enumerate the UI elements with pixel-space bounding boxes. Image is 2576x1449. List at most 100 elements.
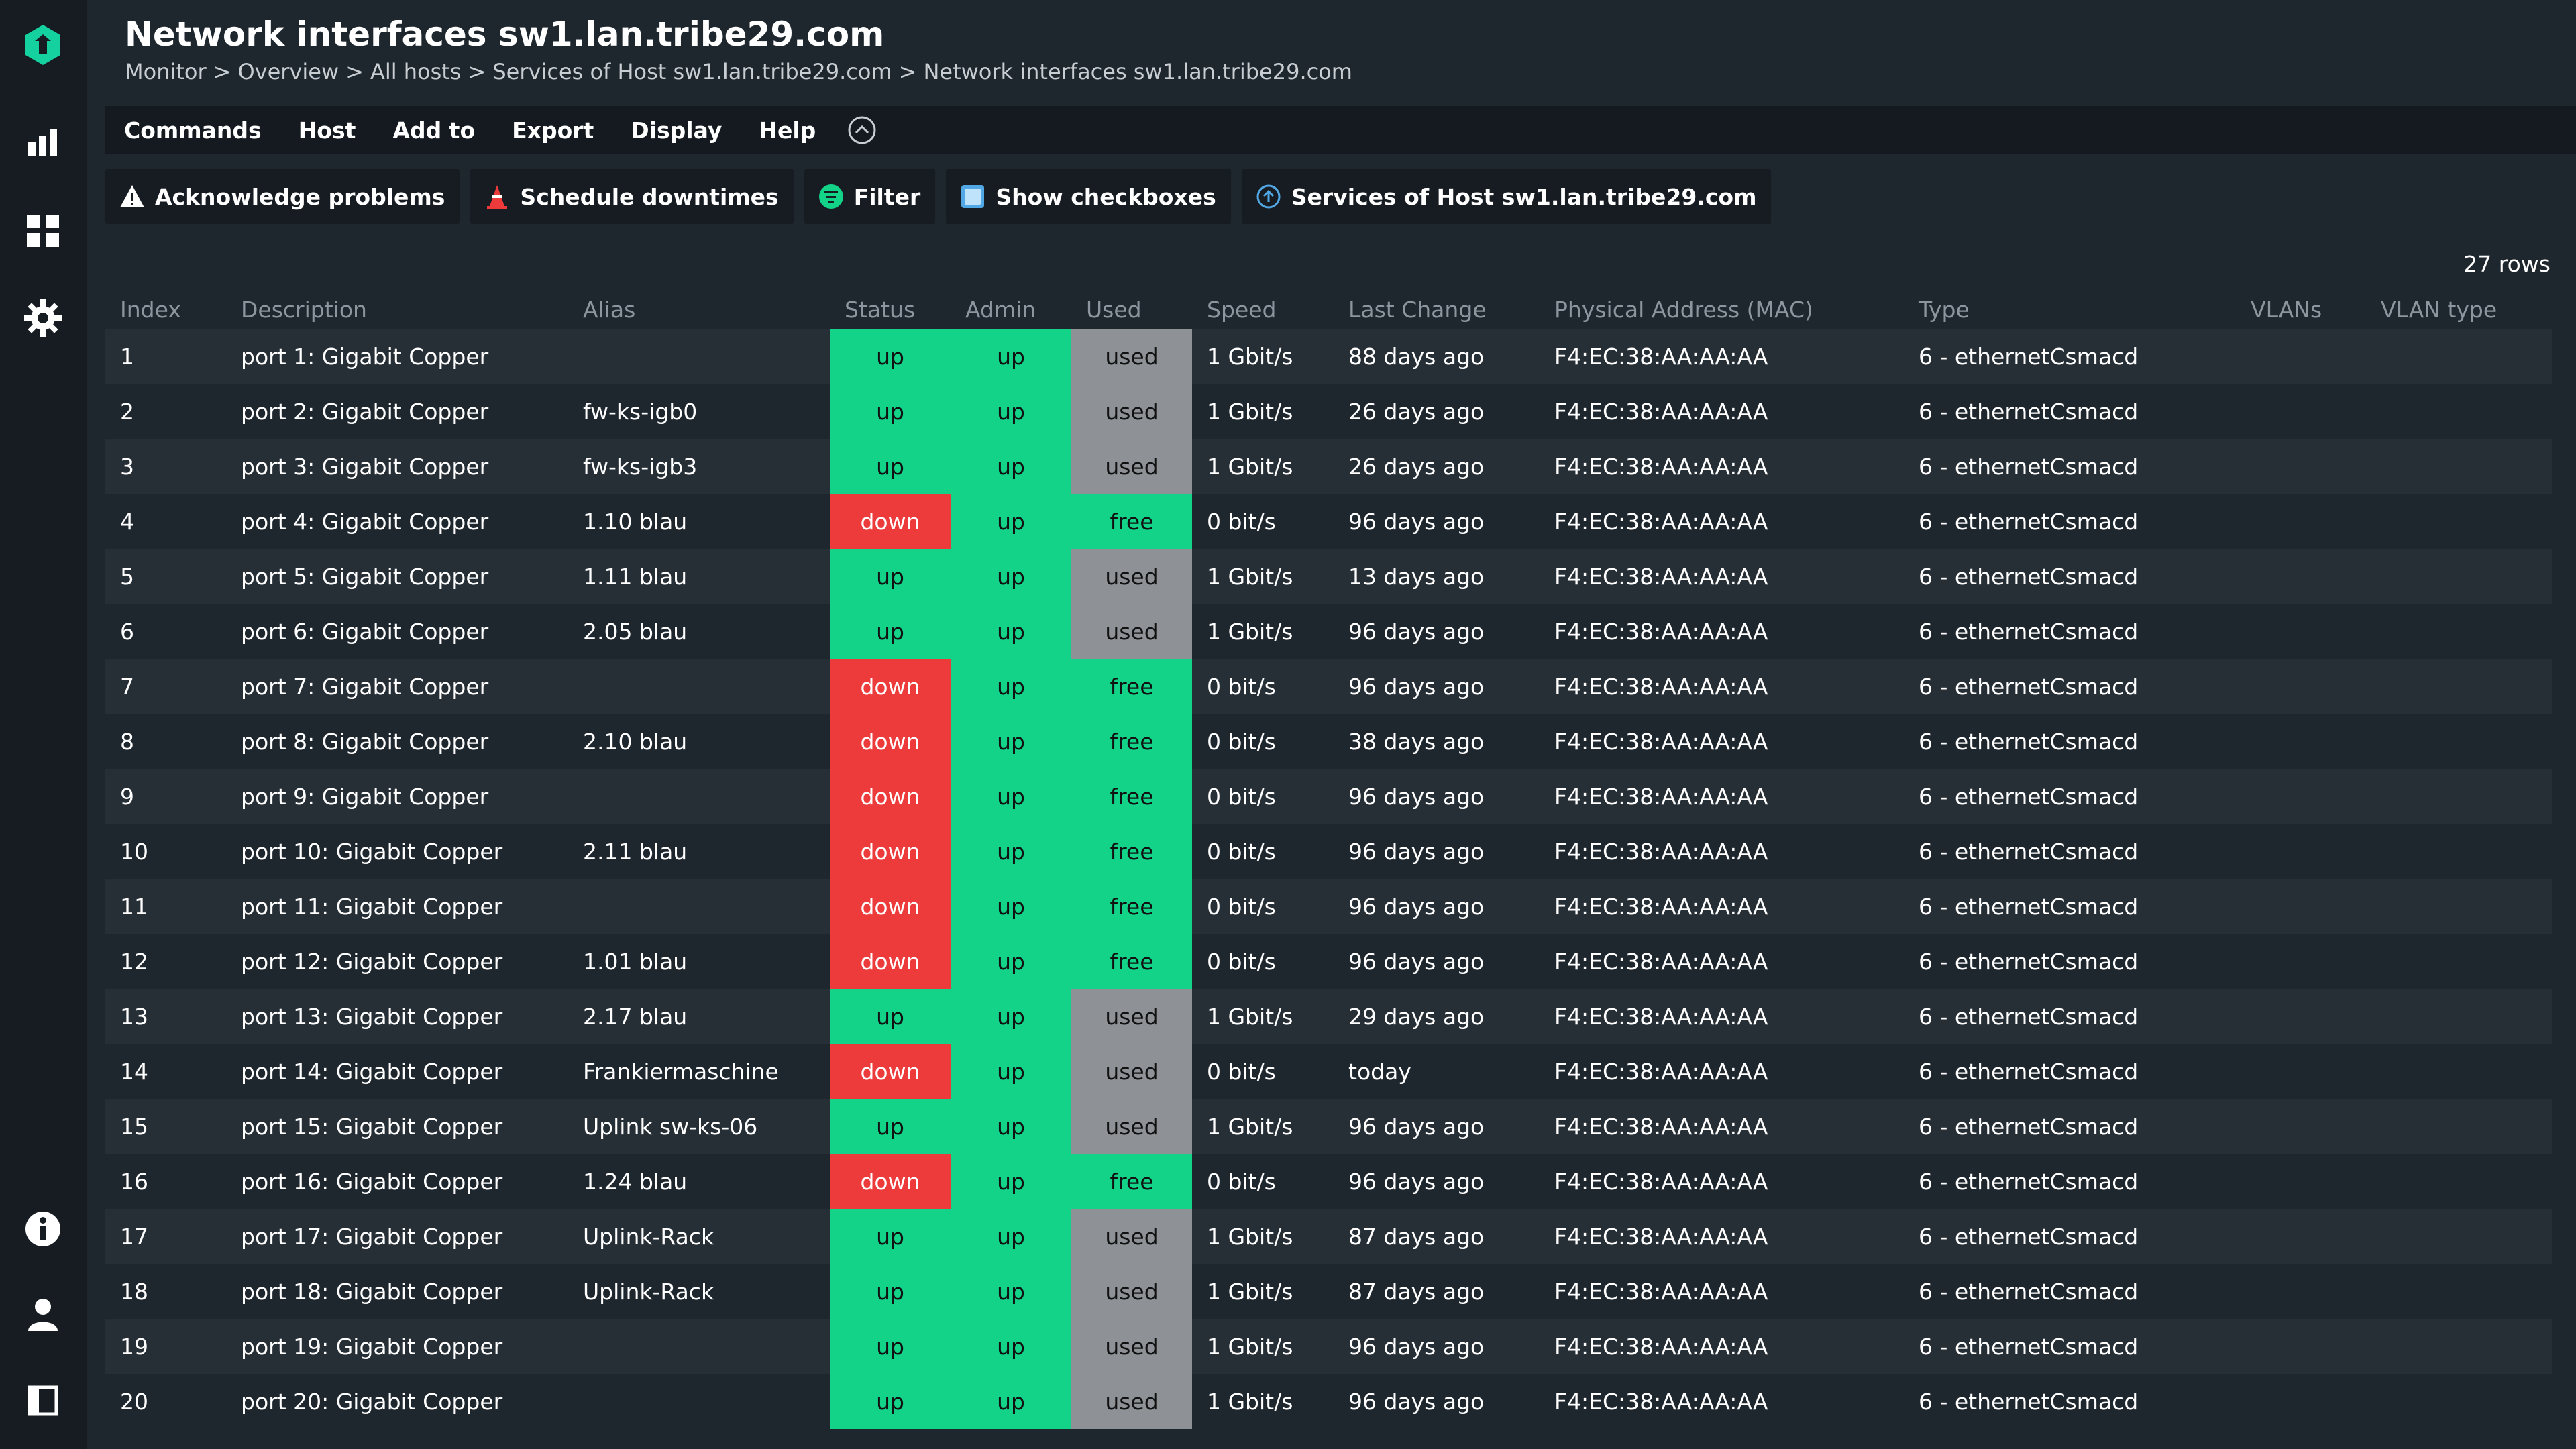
menu-add-to[interactable]: Add to: [392, 117, 476, 144]
cell-admin: up: [951, 1209, 1071, 1264]
cell-used: used: [1071, 439, 1192, 494]
cell-vlans: [2236, 439, 2366, 494]
cell-type: 6 - ethernetCsmacd: [1904, 549, 2236, 604]
cell-vlans: [2236, 329, 2366, 384]
breadcrumb-network-interfaces[interactable]: Network interfaces sw1.lan.tribe29.com: [923, 59, 1352, 85]
cell-last-change: 96 days ago: [1334, 769, 1540, 824]
dashboard-grid-icon[interactable]: [21, 209, 64, 252]
schedule-downtimes-button[interactable]: Schedule downtimes: [470, 169, 794, 224]
cell-vlan-type: [2366, 1209, 2552, 1264]
services-of-host-button[interactable]: Services of Host sw1.lan.tribe29.com: [1241, 169, 1772, 224]
cell-type: 6 - ethernetCsmacd: [1904, 384, 2236, 439]
setup-gear-icon[interactable]: [21, 297, 64, 339]
col-vlans[interactable]: VLANs: [2251, 296, 2322, 323]
cell-alias: fw-ks-igb0: [568, 384, 830, 439]
cell-last-change: 87 days ago: [1334, 1209, 1540, 1264]
help-info-icon[interactable]: [21, 1208, 64, 1250]
cell-index: 9: [105, 769, 226, 824]
table-row: 16 port 16: Gigabit Copper 1.24 blau down up…: [105, 1154, 2552, 1209]
cell-description: port 18: Gigabit Copper: [226, 1264, 568, 1319]
cell-speed: 0 bit/s: [1192, 769, 1334, 824]
col-status[interactable]: Status: [845, 296, 916, 323]
col-description[interactable]: Description: [241, 296, 367, 323]
cell-vlan-type: [2366, 1044, 2552, 1099]
monitor-icon[interactable]: [21, 121, 64, 164]
cell-speed: 0 bit/s: [1192, 659, 1334, 714]
cell-description: port 5: Gigabit Copper: [226, 549, 568, 604]
cell-speed: 1 Gbit/s: [1192, 989, 1334, 1044]
cell-type: 6 - ethernetCsmacd: [1904, 1154, 2236, 1209]
col-vlan-type[interactable]: VLAN type: [2381, 296, 2498, 323]
cell-description: port 10: Gigabit Copper: [226, 824, 568, 879]
col-mac[interactable]: Physical Address (MAC): [1554, 296, 1813, 323]
cell-description: port 7: Gigabit Copper: [226, 659, 568, 714]
cell-admin: up: [951, 824, 1071, 879]
cell-status: down: [830, 714, 951, 769]
cell-status: up: [830, 604, 951, 659]
show-checkboxes-button[interactable]: Show checkboxes: [946, 169, 1231, 224]
cell-vlans: [2236, 494, 2366, 549]
cell-index: 18: [105, 1264, 226, 1319]
menu-bar: Commands Host Add to Export Display Help: [105, 106, 2576, 154]
cell-mac: F4:EC:38:AA:AA:AA: [1540, 824, 1904, 879]
acknowledge-problems-button[interactable]: Acknowledge problems: [105, 169, 460, 224]
menu-host[interactable]: Host: [298, 117, 356, 144]
traffic-cone-icon: [484, 183, 511, 210]
cell-alias: 2.10 blau: [568, 714, 830, 769]
cell-vlan-type: [2366, 1374, 2552, 1429]
menu-display[interactable]: Display: [631, 117, 722, 144]
breadcrumb-monitor[interactable]: Monitor: [125, 59, 207, 85]
col-alias[interactable]: Alias: [583, 296, 636, 323]
cell-vlans: [2236, 384, 2366, 439]
cell-last-change: 38 days ago: [1334, 714, 1540, 769]
menu-help[interactable]: Help: [759, 117, 816, 144]
cell-admin: up: [951, 879, 1071, 934]
cell-mac: F4:EC:38:AA:AA:AA: [1540, 1264, 1904, 1319]
cell-speed: 1 Gbit/s: [1192, 549, 1334, 604]
user-icon[interactable]: [21, 1293, 64, 1336]
menu-export[interactable]: Export: [512, 117, 594, 144]
cell-speed: 1 Gbit/s: [1192, 439, 1334, 494]
cell-vlan-type: [2366, 329, 2552, 384]
row-count: 27 rows: [2463, 251, 2551, 277]
cell-index: 13: [105, 989, 226, 1044]
cell-vlans: [2236, 824, 2366, 879]
cell-alias: [568, 1319, 830, 1374]
cell-vlans: [2236, 989, 2366, 1044]
cell-type: 6 - ethernetCsmacd: [1904, 879, 2236, 934]
cell-type: 6 - ethernetCsmacd: [1904, 769, 2236, 824]
sidebar-toggle-icon[interactable]: [21, 1379, 64, 1422]
breadcrumb-all-hosts[interactable]: All hosts: [370, 59, 462, 85]
cell-status: down: [830, 1044, 951, 1099]
cell-vlans: [2236, 934, 2366, 989]
cell-used: free: [1071, 879, 1192, 934]
menu-commands[interactable]: Commands: [124, 117, 262, 144]
cell-description: port 20: Gigabit Copper: [226, 1374, 568, 1429]
col-speed[interactable]: Speed: [1207, 296, 1277, 323]
col-index[interactable]: Index: [120, 296, 181, 323]
cell-type: 6 - ethernetCsmacd: [1904, 1209, 2236, 1264]
cell-description: port 6: Gigabit Copper: [226, 604, 568, 659]
breadcrumb-overview[interactable]: Overview: [237, 59, 339, 85]
cell-vlans: [2236, 1264, 2366, 1319]
cell-type: 6 - ethernetCsmacd: [1904, 934, 2236, 989]
col-type[interactable]: Type: [1919, 296, 1970, 323]
cell-speed: 0 bit/s: [1192, 824, 1334, 879]
filter-button[interactable]: Filter: [804, 169, 936, 224]
cell-description: port 14: Gigabit Copper: [226, 1044, 568, 1099]
cell-vlans: [2236, 714, 2366, 769]
cell-alias: [568, 769, 830, 824]
cell-last-change: 96 days ago: [1334, 879, 1540, 934]
breadcrumb-services-of-host[interactable]: Services of Host sw1.lan.tribe29.com: [492, 59, 892, 85]
table-row: 14 port 14: Gigabit Copper Frankiermaschin…: [105, 1044, 2552, 1099]
col-used[interactable]: Used: [1086, 296, 1142, 323]
cell-index: 4: [105, 494, 226, 549]
checkmk-logo-icon[interactable]: [21, 23, 64, 66]
cell-admin: up: [951, 1044, 1071, 1099]
col-admin[interactable]: Admin: [965, 296, 1036, 323]
cell-used: used: [1071, 549, 1192, 604]
cell-description: port 17: Gigabit Copper: [226, 1209, 568, 1264]
collapse-menu-icon[interactable]: [847, 115, 877, 145]
col-last-change[interactable]: Last Change: [1348, 296, 1487, 323]
cell-used: used: [1071, 1044, 1192, 1099]
